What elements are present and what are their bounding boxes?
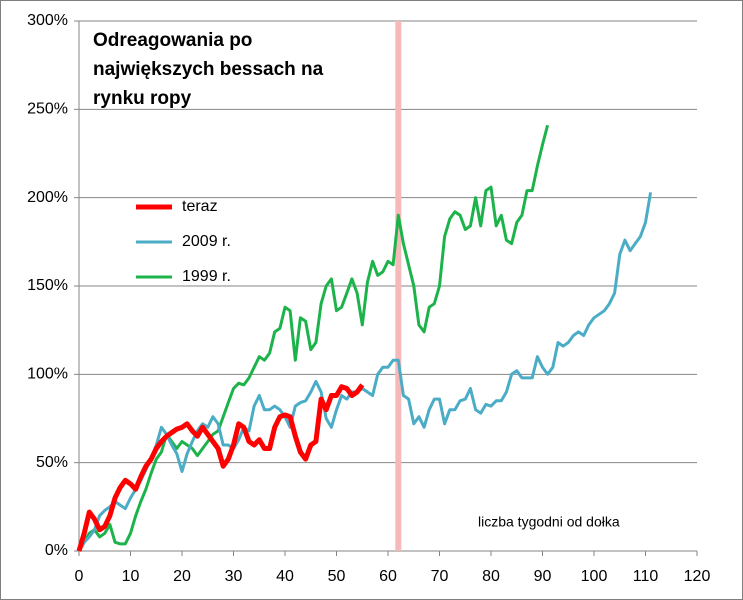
highlight-band xyxy=(395,21,402,551)
y-tick-label: 100% xyxy=(27,366,68,383)
annotation: liczba tygodni od dołka xyxy=(478,514,620,530)
y-tick-label: 50% xyxy=(36,454,68,471)
x-tick-label: 10 xyxy=(122,568,140,585)
x-tick-label: 40 xyxy=(276,568,294,585)
y-tick-label: 200% xyxy=(27,189,68,206)
x-tick-label: 50 xyxy=(328,568,346,585)
x-tick-label: 0 xyxy=(75,568,84,585)
x-tick-label: 80 xyxy=(482,568,500,585)
legend-label: 1999 r. xyxy=(182,268,231,285)
x-tick-label: 20 xyxy=(173,568,191,585)
chart-title: Odreagowania po największych bessach na … xyxy=(93,30,324,109)
x-tick-label: 60 xyxy=(379,568,397,585)
x-tick-label: 30 xyxy=(225,568,243,585)
x-tick-label: 70 xyxy=(431,568,449,585)
y-tick-label: 0% xyxy=(45,542,68,559)
legend-label: 2009 r. xyxy=(182,233,231,250)
x-tick-label: 120 xyxy=(684,568,711,585)
x-tick-label: 110 xyxy=(633,568,659,585)
series-line xyxy=(77,124,550,552)
y-tick-label: 250% xyxy=(27,101,68,118)
series-line xyxy=(76,383,365,552)
y-tick-label: 150% xyxy=(27,277,68,294)
x-tick-label: 90 xyxy=(534,568,552,585)
x-tick-label: 100 xyxy=(581,568,608,585)
legend-label: teraz xyxy=(182,198,218,215)
y-tick-label: 300% xyxy=(27,12,68,29)
series-line xyxy=(77,192,653,552)
